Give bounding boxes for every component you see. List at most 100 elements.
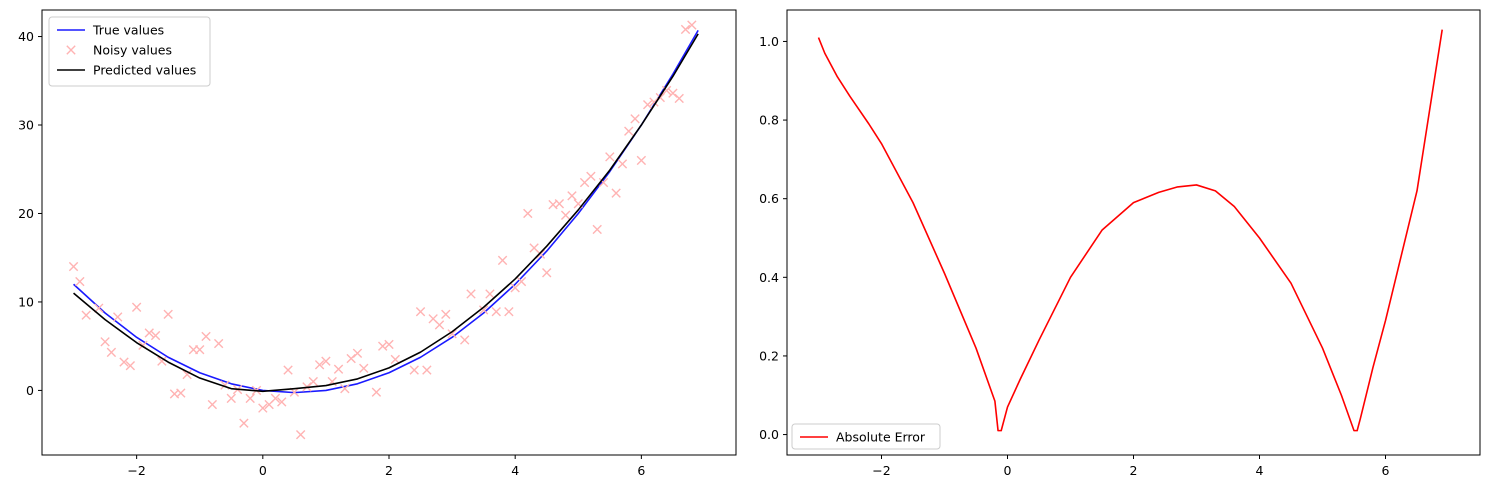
scatter-point [674,93,684,104]
scatter-point [295,429,306,440]
scatter-point [668,88,678,98]
scatter-point [636,155,647,166]
scatter-point [567,191,577,201]
scatter-point [390,354,401,365]
scatter-point [125,360,136,371]
scatter-point [605,152,615,162]
scatter-point [447,329,457,339]
legend-box [48,16,211,87]
y-tick-label: 30 [18,118,34,133]
scatter-point [642,99,653,110]
x-tick-label: 2 [385,463,393,478]
scatter-point [504,306,514,317]
scatter-point [592,224,602,235]
scatter-point [661,85,672,96]
legend-label: Noisy values [93,43,172,58]
scatter-point [340,383,350,394]
legend-label: Absolute Error [836,430,926,445]
scatter-point [308,376,318,387]
x-tick-label: −2 [872,463,890,478]
scatter-point [491,306,501,317]
scatter-point [106,347,117,358]
scatter-point [333,364,344,374]
scatter-point [460,335,470,345]
scatter-point [535,249,546,259]
left-plot: −2 0 2 4 6 0 10 20 30 40 True values Noisy values Pr… [18,9,737,478]
y-tick-label: 1.0 [759,34,779,49]
legend-marker-swatch [66,45,76,55]
scatter-point [207,399,218,410]
scatter-point [163,309,173,320]
scatter-point [680,24,691,35]
scatter-point [598,177,609,188]
scatter-point [624,126,634,136]
scatter-point [554,199,565,209]
scatter-point [182,369,192,380]
scatter-point [144,328,154,338]
scatter-point [478,305,489,315]
scatter-point [321,356,331,366]
x-tick-label: 6 [1382,463,1390,478]
y-tick-label: 0.8 [759,113,779,128]
legend: True values Noisy values Predicted values [48,16,211,87]
scatter-point [560,210,571,220]
scatter-point [371,387,382,397]
scatter-point [277,397,287,407]
x-tick-label: 4 [511,463,519,478]
scatter-point [687,20,697,30]
scatter-point [131,302,142,312]
scatter-point [409,365,419,375]
scatter-point [176,388,186,398]
legend-label: Predicted values [93,63,196,78]
scatter-point [100,337,110,347]
scatter-point [542,268,552,278]
y-tick-label: 0.6 [759,191,779,206]
scatter-point [270,393,281,404]
scatter-point [157,356,167,366]
x-tick-label: 0 [259,463,267,478]
x-tick-label: −2 [127,463,145,478]
scatter-point [485,289,495,299]
y-tick-label: 0.2 [759,348,779,363]
scatter-point [346,353,356,364]
legend-label: True values [92,23,164,38]
scatter-point [523,208,533,219]
y-tick-label: 40 [18,29,34,44]
scatter-point [359,363,369,373]
scatter-point [81,310,91,320]
scatter-point [516,276,527,287]
scatter-point [352,348,363,358]
scatter-point [586,171,596,182]
y-tick-label: 0 [26,383,34,398]
scatter-point [630,114,640,124]
scatter-point [611,188,621,198]
scatter-point [441,309,451,320]
scatter-point [258,403,268,413]
scatter-point [415,306,426,317]
scatter-point [466,289,476,299]
scatter-point [377,341,388,351]
scatter-point [119,357,129,367]
y-tick-label: 10 [18,294,34,309]
legend-box [791,423,941,450]
scatter-point [195,345,205,355]
scatter-point [649,97,659,107]
scatter-point [75,276,85,287]
scatter-point [617,159,628,169]
right-plot: −2 0 2 4 6 0.0 0.2 0.4 0.6 0.8 1.0 Absolute Error [759,9,1481,478]
y-tick-label: 20 [18,206,34,221]
scatter-point [201,331,211,342]
scatter-point [68,261,79,272]
series-line-0 [817,29,1443,432]
legend: Absolute Error [791,423,941,450]
scatter-point [434,320,445,330]
x-tick-label: 6 [637,463,645,478]
series-line-2 [73,33,699,393]
scatter-point [422,365,432,375]
scatter-point [213,338,224,349]
x-tick-label: 2 [1130,463,1138,478]
scatter-point [283,365,293,375]
scatter-point [245,393,255,404]
